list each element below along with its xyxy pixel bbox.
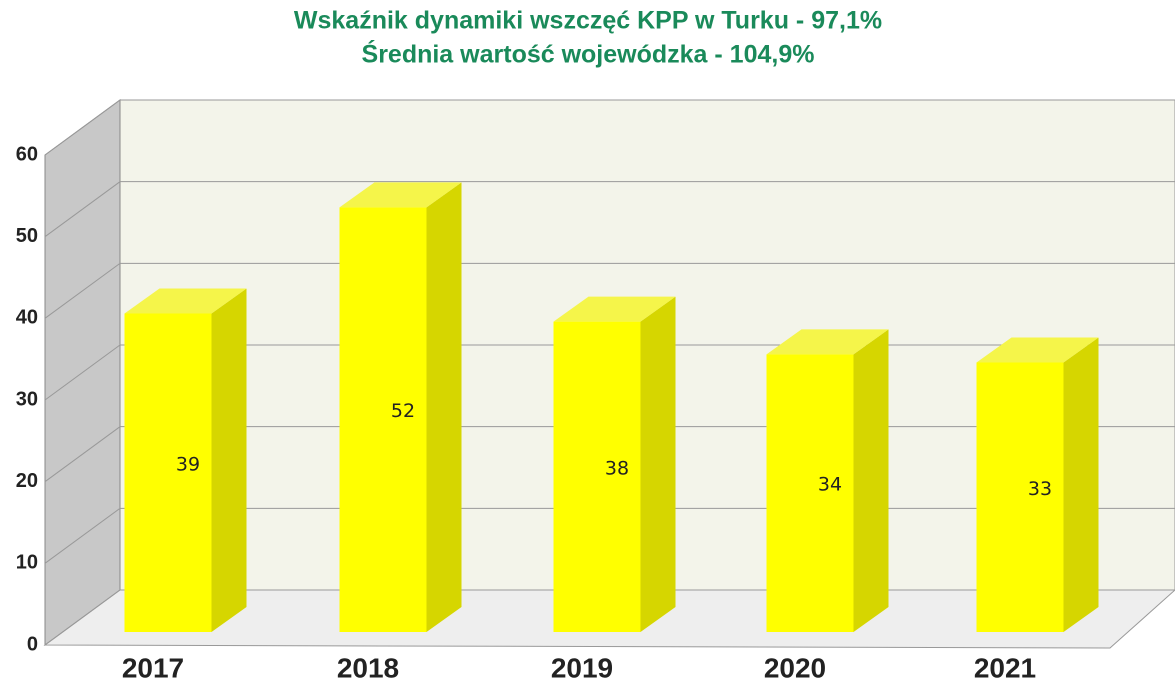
bar <box>124 288 247 632</box>
bar-face <box>640 296 676 632</box>
x-tick-label: 2019 <box>551 652 613 683</box>
y-tick-label: 50 <box>16 225 38 247</box>
bar-face <box>211 288 247 632</box>
bar-face <box>766 329 889 355</box>
data-label: 38 <box>605 457 629 479</box>
bar-face <box>1063 337 1099 632</box>
bar-face <box>339 207 427 633</box>
y-tick-label: 30 <box>16 388 38 410</box>
grid-line <box>44 181 1175 238</box>
bar-face <box>976 362 1064 632</box>
bar <box>976 337 1099 632</box>
chart-subtitle: Średnia wartość wojewódzka - 104,9% <box>362 39 815 69</box>
x-tick-label: 2018 <box>337 652 399 683</box>
data-label: 39 <box>176 453 200 475</box>
bar-face <box>426 182 462 633</box>
bar-face <box>553 296 676 322</box>
bar <box>553 296 676 632</box>
grid-line <box>44 99 1175 156</box>
bar-face <box>766 354 854 632</box>
bar <box>339 182 462 633</box>
bar-face <box>976 337 1099 363</box>
bar-face <box>124 313 212 632</box>
data-label: 52 <box>391 400 415 422</box>
data-label: 34 <box>818 474 842 496</box>
x-tick-label: 2017 <box>122 652 184 683</box>
y-tick-label: 0 <box>27 633 38 655</box>
bar-face <box>553 321 641 632</box>
y-tick-label: 10 <box>16 552 38 574</box>
grid-line <box>44 262 1175 319</box>
bar-face <box>339 182 462 208</box>
x-tick-label: 2021 <box>974 652 1036 683</box>
bar <box>766 329 889 632</box>
y-tick-label: 60 <box>16 143 38 165</box>
x-tick-label: 2020 <box>764 652 826 683</box>
bar-face <box>124 288 247 314</box>
y-tick-label: 40 <box>16 307 38 329</box>
data-label: 33 <box>1028 478 1052 500</box>
y-tick-label: 20 <box>16 470 38 492</box>
bar-face <box>853 329 889 632</box>
chart-title: Wskaźnik dynamiki wszczęć KPP w Turku - … <box>294 7 882 35</box>
